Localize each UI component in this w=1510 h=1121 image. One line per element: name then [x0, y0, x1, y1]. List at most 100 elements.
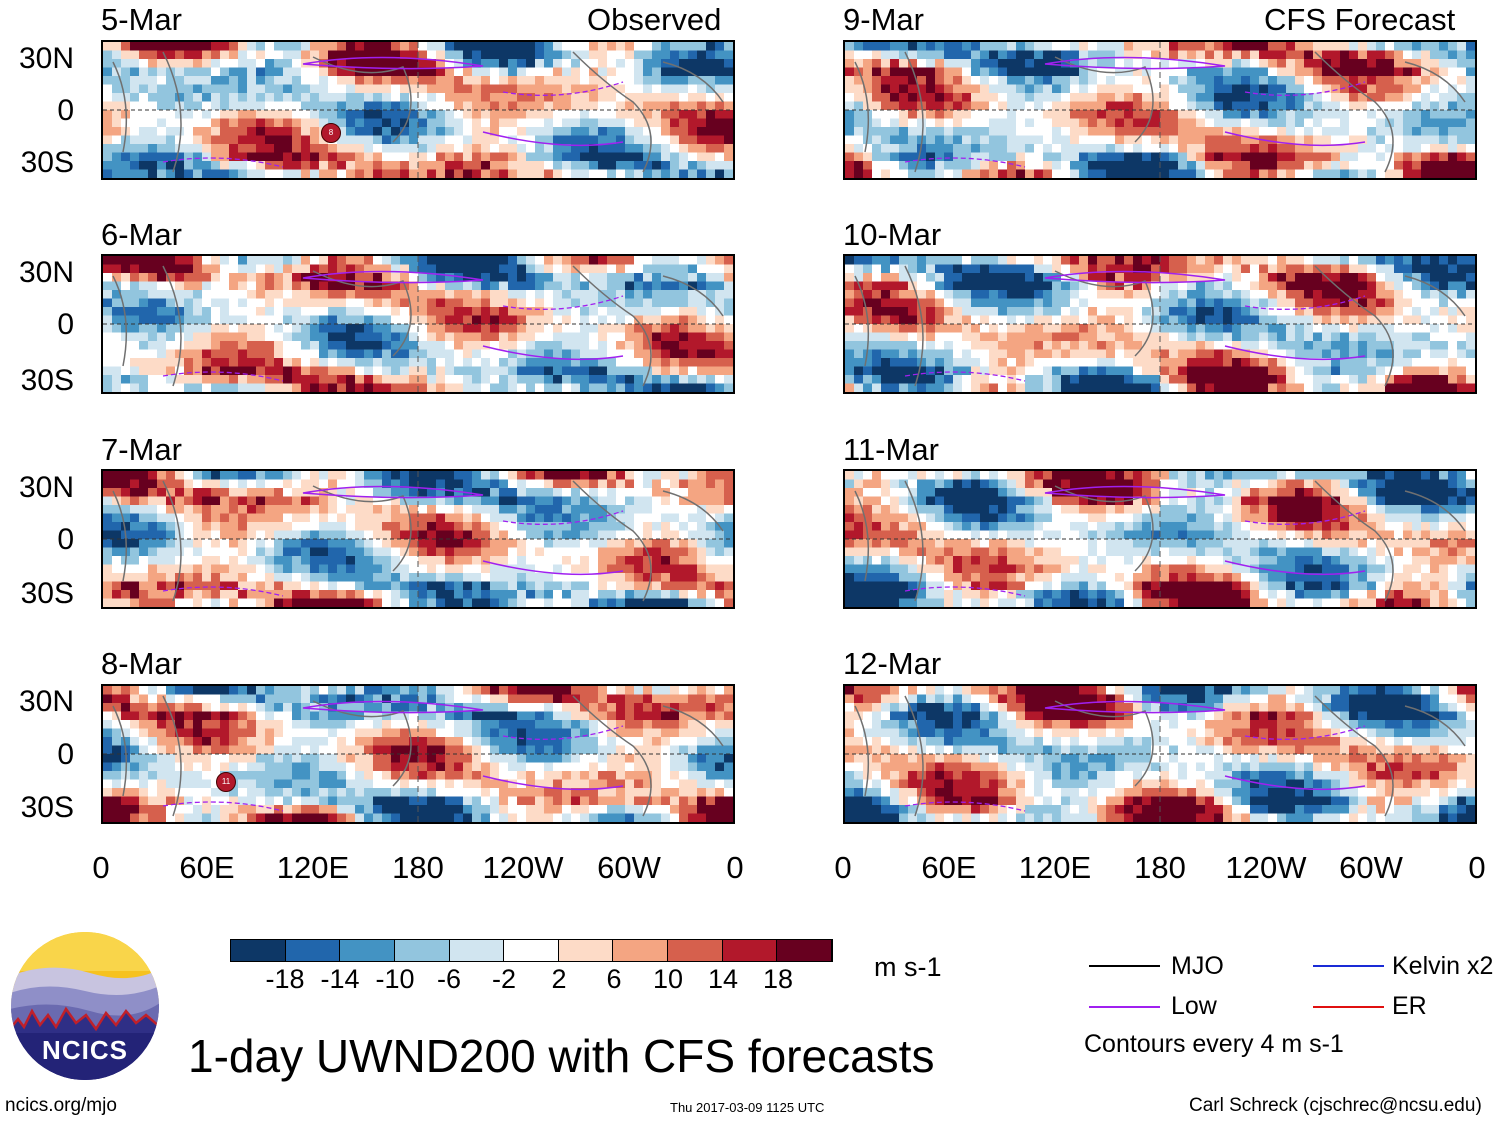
field-cell [310, 539, 320, 549]
field-cell [409, 273, 419, 283]
field-cell [526, 737, 536, 747]
field-cell [481, 779, 491, 789]
field-cell [139, 298, 149, 308]
field-cell [274, 547, 284, 557]
field-cell [202, 67, 212, 77]
field-cell [481, 590, 491, 600]
field-cell [517, 771, 527, 781]
field-cell [526, 556, 536, 566]
field-cell [445, 581, 455, 591]
field-cell [472, 366, 482, 376]
field-cell [908, 161, 918, 171]
field-cell [121, 42, 131, 52]
field-cell [688, 754, 698, 764]
field-cell [373, 341, 383, 351]
field-cell [580, 564, 590, 574]
field-cell [247, 375, 257, 385]
field-cell [454, 127, 464, 137]
field-cell [175, 59, 185, 69]
field-cell [670, 84, 680, 94]
field-cell [121, 581, 131, 591]
field-cell [157, 556, 167, 566]
field-cell [472, 694, 482, 704]
field-cell [238, 110, 248, 120]
field-cell [454, 779, 464, 789]
field-cell [382, 332, 392, 342]
field-cell [463, 144, 473, 154]
field-cell [328, 813, 338, 822]
field-cell [112, 522, 122, 532]
field-cell [607, 471, 617, 481]
field-cell [625, 307, 635, 317]
field-cell [346, 513, 356, 523]
field-cell [184, 101, 194, 111]
field-cell [166, 513, 176, 523]
field-cell [409, 169, 419, 178]
field-cell [274, 135, 284, 145]
field-cell [229, 298, 239, 308]
field-cell [517, 813, 527, 822]
field-cell [337, 315, 347, 325]
field-cell [715, 332, 725, 342]
field-cell [418, 324, 428, 334]
field-cell [355, 728, 365, 738]
field-cell [490, 488, 500, 498]
field-cell [103, 290, 113, 300]
field-cell [436, 711, 446, 721]
field-cell [598, 737, 608, 747]
field-cell [139, 505, 149, 515]
field-cell [310, 686, 320, 696]
field-cell [436, 50, 446, 60]
field-cell [202, 324, 212, 334]
field-cell [409, 298, 419, 308]
field-cell [184, 471, 194, 481]
field-cell [364, 471, 374, 481]
field-cell [166, 796, 176, 806]
field-cell [148, 711, 158, 721]
field-cell [580, 598, 590, 607]
field-cell [661, 779, 671, 789]
field-cell [706, 505, 716, 515]
field-cell [139, 686, 149, 696]
field-cell [247, 281, 257, 291]
field-cell [229, 728, 239, 738]
field-cell [247, 161, 257, 171]
field-cell [202, 796, 212, 806]
field-cell [706, 93, 716, 103]
field-cell [499, 110, 509, 120]
field-cell [463, 358, 473, 368]
field-cell [706, 711, 716, 721]
field-cell [193, 703, 203, 713]
field-cell [544, 471, 554, 481]
field-cell [328, 101, 338, 111]
low-contour [302, 56, 624, 147]
field-cell [715, 298, 725, 308]
field-cell [724, 788, 733, 798]
field-cell [175, 50, 185, 60]
field-cell [899, 127, 909, 137]
field-cell [337, 513, 347, 523]
field-cell [364, 762, 374, 772]
field-cell [607, 522, 617, 532]
field-cell [535, 573, 545, 583]
field-cell [310, 118, 320, 128]
field-cell [157, 745, 167, 755]
field-cell [890, 42, 900, 52]
field-cell [328, 539, 338, 549]
field-cell [310, 711, 320, 721]
field-cell [697, 728, 707, 738]
field-cell [917, 67, 927, 77]
field-cell [697, 366, 707, 376]
field-cell [211, 539, 221, 549]
field-cell [130, 745, 140, 755]
field-cell [256, 110, 266, 120]
field-cell [229, 505, 239, 515]
field-cell [265, 513, 275, 523]
field-cell [427, 76, 437, 86]
field-cell [139, 383, 149, 392]
field-cell [616, 93, 626, 103]
field-cell [319, 256, 329, 266]
field-cell [220, 290, 230, 300]
field-cell [454, 152, 464, 162]
field-cell [328, 805, 338, 815]
